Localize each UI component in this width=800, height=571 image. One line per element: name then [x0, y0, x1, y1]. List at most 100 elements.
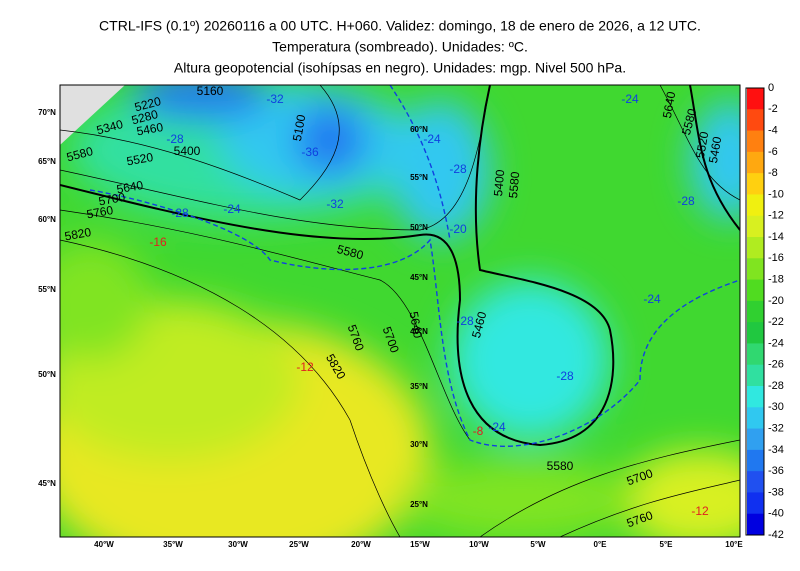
height-label: 5580 — [65, 144, 95, 165]
colorbar-label: -22 — [768, 316, 784, 328]
temp-label: -8 — [473, 424, 484, 438]
lat-label: 35°N — [410, 382, 428, 391]
lat-label: 50°N — [410, 223, 428, 232]
height-label: 5640 — [407, 310, 425, 339]
lat-label: 60°N — [410, 125, 428, 134]
colorbar-band — [747, 279, 764, 302]
height-label: 5100 — [290, 113, 308, 142]
temp-label: -28 — [449, 162, 467, 176]
colorbar-label: -38 — [768, 486, 784, 498]
colorbar-band — [747, 194, 764, 217]
height-label: 5580 — [506, 171, 522, 199]
colorbar-label: -26 — [768, 359, 784, 371]
colorbar-band — [747, 173, 764, 195]
title: CTRL-IFS (0.1º) 20260116 a 00 UTC. H+060… — [99, 18, 701, 34]
colorbar-band — [747, 258, 764, 281]
height-label: 5220 — [133, 94, 163, 115]
height-label: 5400 — [491, 169, 507, 197]
colorbar-band — [747, 386, 764, 408]
colorbar-label: -18 — [768, 273, 784, 285]
lat-label: 55°N — [38, 285, 56, 294]
colorbar-band — [747, 364, 764, 387]
map-frame — [59, 84, 741, 538]
lon-label: 35°W — [163, 540, 183, 549]
colorbar-label: -20 — [768, 295, 784, 307]
colorbar-label: -8 — [768, 167, 778, 179]
temp-label: -24 — [223, 202, 241, 216]
lon-label: 25°W — [289, 540, 309, 549]
temp-label: -28 — [677, 194, 695, 208]
lon-label: 5°W — [530, 540, 546, 549]
colorbar-band — [747, 428, 764, 451]
colorbar-band — [747, 300, 764, 323]
lon-label: 5°E — [660, 540, 674, 549]
lat-label: 30°N — [410, 440, 428, 449]
height-label: 5580 — [547, 459, 574, 473]
temp-label: -36 — [301, 145, 319, 159]
height-label: 5460 — [706, 135, 724, 164]
lon-label: 20°W — [351, 540, 371, 549]
colorbar-band — [747, 88, 764, 110]
lat-label: 45°N — [38, 479, 56, 488]
colorbar-label: -2 — [768, 103, 778, 115]
colorbar-label: -24 — [768, 337, 784, 349]
height-label: 5460 — [135, 120, 164, 138]
colorbar-band — [747, 513, 764, 536]
temp-label: -24 — [643, 292, 661, 306]
map — [60, 85, 740, 537]
height-label: 5760 — [85, 203, 114, 221]
temp-label: -32 — [266, 92, 284, 106]
height-label: 5580 — [336, 242, 366, 263]
height-label: 5520 — [693, 130, 711, 159]
lat-label: 25°N — [410, 500, 428, 509]
temp-label: -20 — [449, 222, 467, 236]
colorbar-band — [747, 109, 764, 132]
colorbar-label: -30 — [768, 401, 784, 413]
lat-label: 55°N — [410, 173, 428, 182]
lat-label: 45°N — [410, 273, 428, 282]
temp-label: -12 — [296, 360, 314, 374]
lon-label: 10°E — [725, 540, 743, 549]
colorbar-label: -42 — [768, 529, 784, 541]
colorbar-band — [747, 215, 764, 238]
height-label: 5400 — [174, 144, 201, 158]
colorbar-band — [747, 130, 764, 153]
height-label: 5340 — [95, 117, 125, 138]
temp-label: -16 — [149, 235, 167, 249]
colorbar-band — [747, 322, 764, 344]
height-label: 5520 — [125, 150, 154, 168]
lat-label: 50°N — [38, 370, 56, 379]
colorbar-label: -4 — [768, 124, 778, 136]
height-label: 5640 — [660, 90, 678, 119]
temp-label: -28 — [456, 314, 474, 328]
temp-label: -28 — [171, 206, 189, 220]
height-label: 5160 — [197, 84, 224, 98]
lat-label: 65°N — [38, 157, 56, 166]
height-label: 5580 — [679, 107, 700, 137]
colorbar-label: -12 — [768, 210, 784, 222]
colorbar-label: 0 — [768, 82, 774, 94]
lon-label: 0°E — [594, 540, 608, 549]
colorbar-band — [747, 343, 764, 366]
colorbar-label: -34 — [768, 444, 784, 456]
height-label: 5820 — [63, 225, 92, 243]
lon-label: 10°W — [469, 540, 489, 549]
colorbar-label: -28 — [768, 380, 784, 392]
colorbar-frame — [745, 87, 765, 536]
colorbar-band — [747, 492, 764, 515]
temp-label: -28 — [556, 369, 574, 383]
temp-label: -24 — [423, 132, 441, 146]
colorbar-band — [747, 471, 764, 493]
temp-label: -32 — [326, 197, 344, 211]
lat-label: 70°N — [38, 108, 56, 117]
temp-label: -12 — [691, 504, 709, 518]
colorbar-label: -10 — [768, 188, 784, 200]
height-label: 5460 — [469, 310, 490, 340]
height-label: 5640 — [115, 178, 144, 196]
colorbar-label: -6 — [768, 146, 778, 158]
colorbar-label: -40 — [768, 508, 784, 520]
height-label: 5700 — [97, 190, 126, 208]
lon-label: 15°W — [410, 540, 430, 549]
subtitle: Temperatura (sombreado). Unidades: ºC. — [272, 39, 528, 55]
